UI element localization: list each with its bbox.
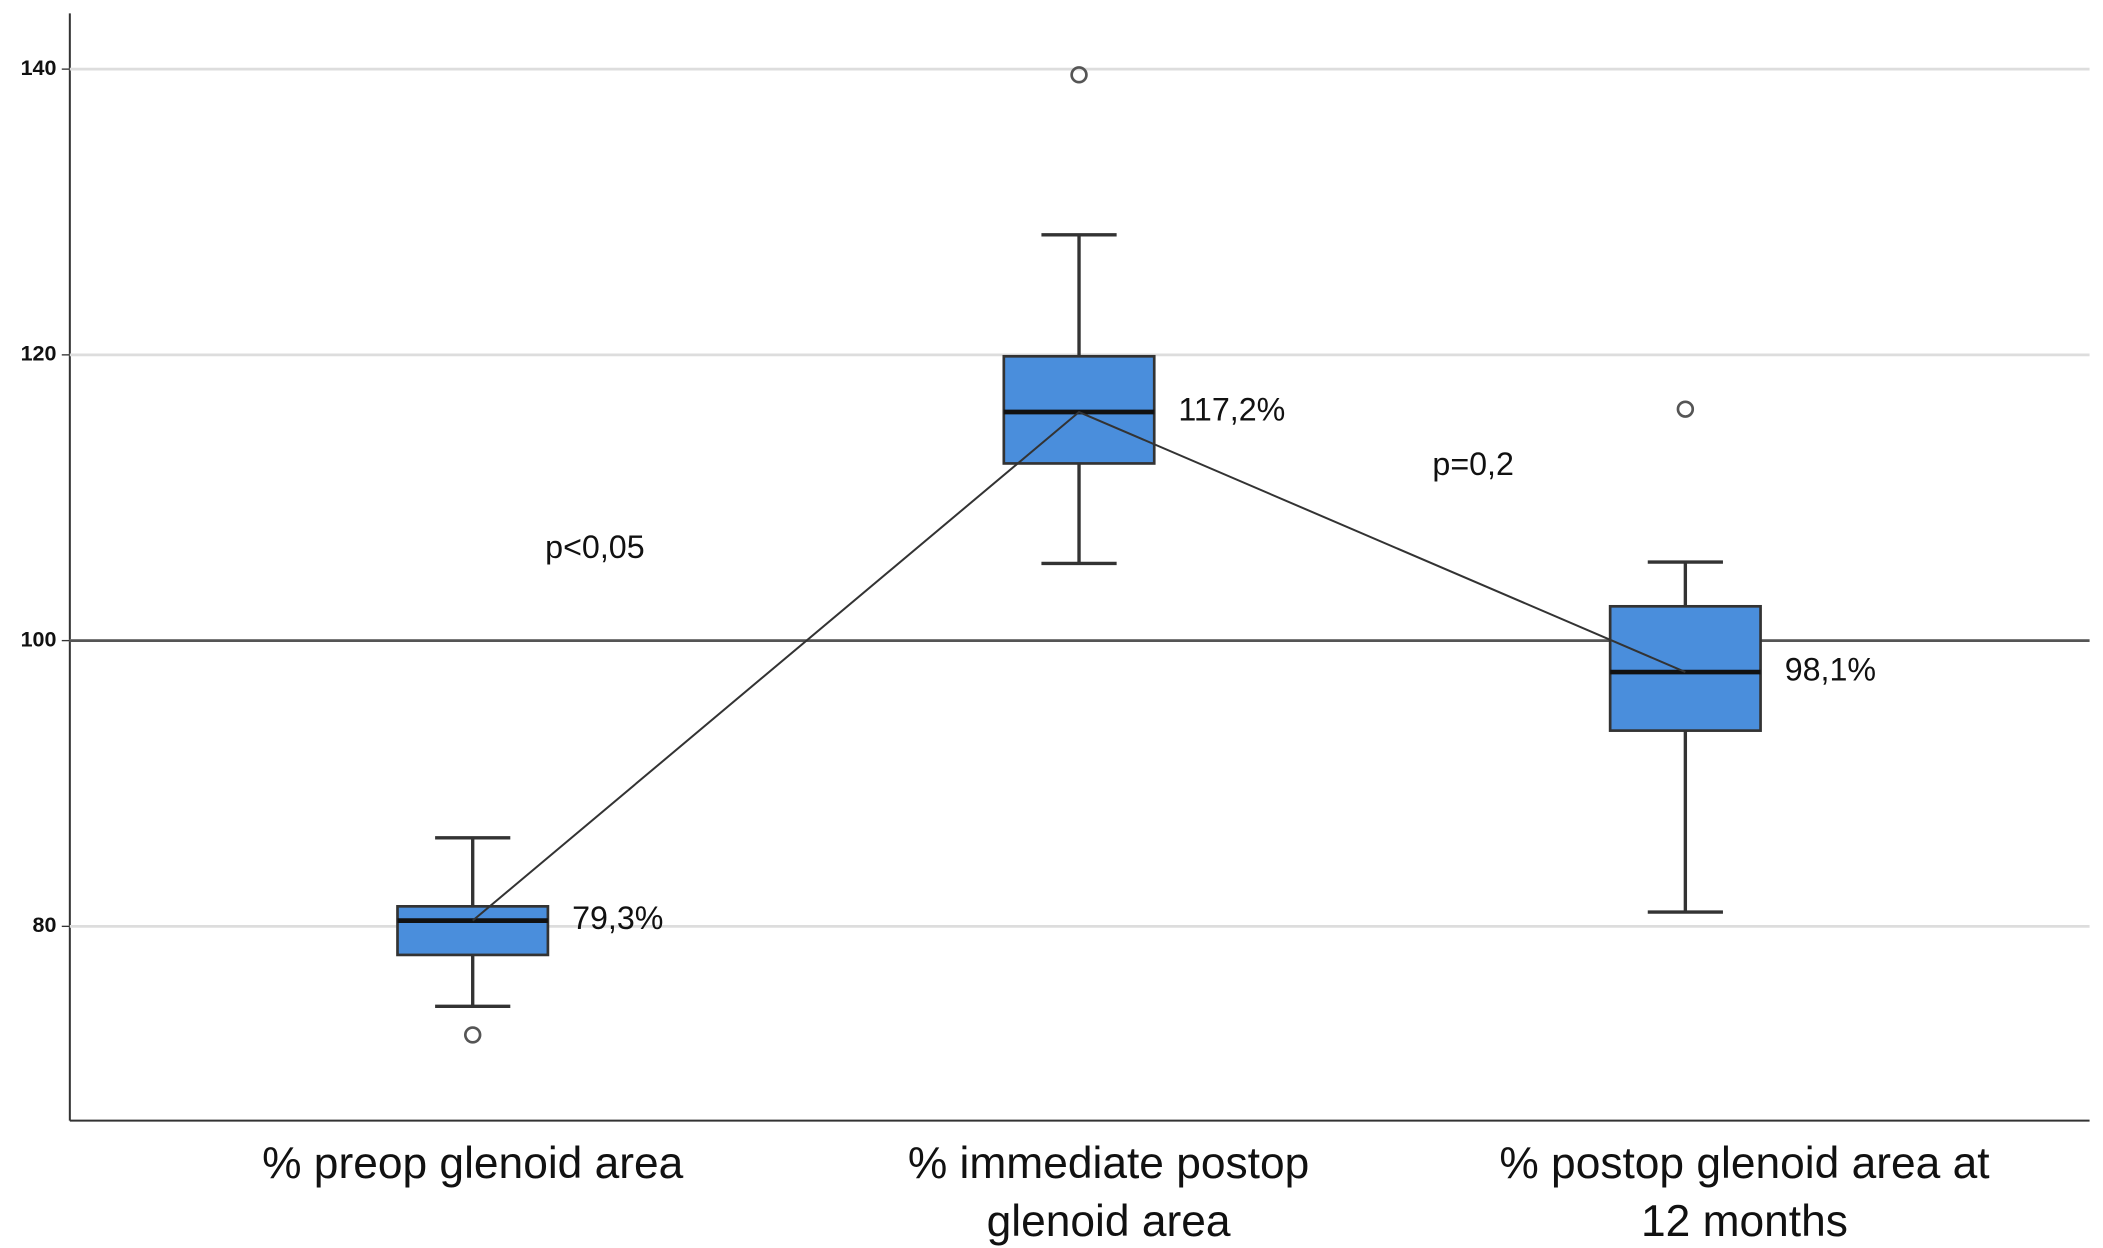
median-connector: [472, 410, 1686, 922]
x-tick-label-line: glenoid area: [987, 1197, 1231, 1246]
median-label: 98,1%: [1785, 652, 1876, 688]
x-tick-label-line: % postop glenoid area at: [1499, 1139, 1989, 1188]
x-tick-label: % immediate postop glenoid area: [908, 1139, 1309, 1246]
box: [1608, 604, 1762, 732]
y-tick-label: 140: [21, 56, 57, 80]
outlier: [1676, 400, 1695, 418]
x-tick-label: % postop glenoid area at 12 months: [1499, 1139, 1989, 1246]
y-tick-label: 100: [21, 627, 57, 651]
outlier: [463, 1026, 482, 1044]
x-tick-label: % preop glenoid area: [262, 1139, 684, 1188]
annotation: p<0,05: [545, 529, 644, 565]
x-tick-label-line: % immediate postop: [908, 1139, 1309, 1188]
annotation: p=0,2: [1432, 446, 1514, 482]
median-label: 79,3%: [572, 900, 663, 936]
x-tick-label-line: 12 months: [1641, 1197, 1848, 1246]
y-tick-label: 120: [21, 342, 57, 366]
outlier: [1070, 66, 1088, 84]
box: [396, 905, 550, 957]
x-tick-label-line: % preop glenoid area: [262, 1139, 684, 1188]
y-tick-label: 80: [33, 913, 57, 937]
median-label: 117,2%: [1178, 392, 1285, 428]
